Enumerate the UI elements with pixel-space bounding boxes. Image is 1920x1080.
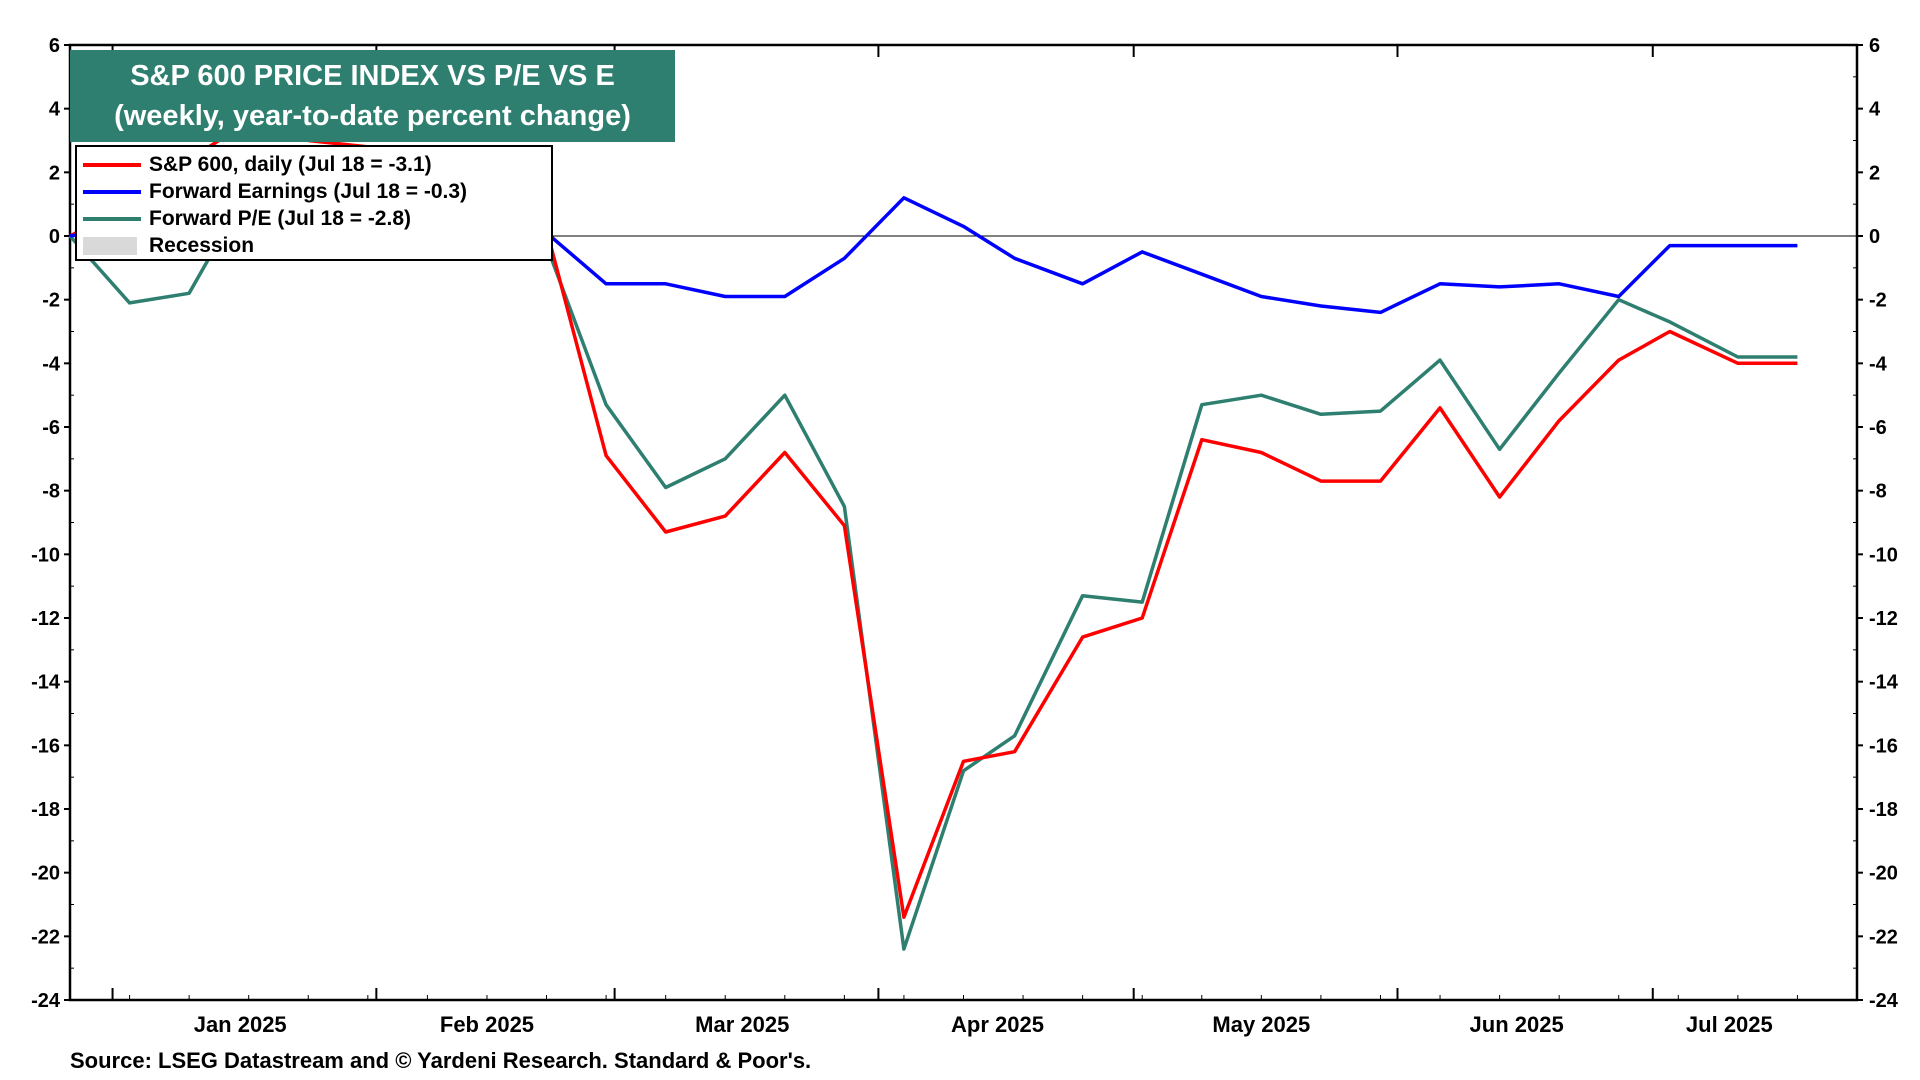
y-tick-label-left: 6: [49, 35, 60, 57]
y-tick-label-left: 0: [49, 226, 60, 248]
x-axis-ticks: Jan 2025 Feb 2025 Mar 2025 Apr 2025 May 2025…: [69, 45, 1858, 1037]
y-tick-label-left: -6: [42, 417, 60, 439]
legend-item-forward-pe: Forward P/E (Jul 18 = -2.8): [83, 205, 545, 232]
x-tick-label: May 2025: [1212, 1012, 1310, 1037]
legend: S&P 600, daily (Jul 18 = -3.1) Forward E…: [75, 145, 553, 261]
source-note: Source: LSEG Datastream and © Yardeni Re…: [70, 1048, 812, 1073]
y-tick-label-right: -24: [1869, 990, 1899, 1012]
chart-title-box: S&P 600 PRICE INDEX VS P/E VS E (weekly,…: [70, 50, 675, 142]
y-tick-label-right: -8: [1869, 481, 1887, 503]
y-tick-label-left: -4: [42, 353, 61, 375]
y-tick-label-left: -10: [31, 544, 60, 566]
legend-label-sp600: S&P 600, daily (Jul 18 = -3.1): [149, 152, 432, 176]
chart-title: S&P 600 PRICE INDEX VS P/E VS E: [130, 60, 615, 92]
y-tick-label-right: -22: [1869, 926, 1898, 948]
y-tick-label-left: -12: [31, 608, 60, 630]
y-tick-label-right: -12: [1869, 608, 1898, 630]
y-tick-label-right: 2: [1869, 162, 1880, 184]
y-tick-label-right: 0: [1869, 226, 1880, 248]
y-tick-label-left: -8: [42, 481, 60, 503]
legend-swatch-forward-pe: [83, 216, 141, 221]
y-tick-label-left: -16: [31, 735, 60, 757]
x-tick-label: Apr 2025: [951, 1012, 1044, 1037]
x-tick-label: Jul 2025: [1686, 1012, 1773, 1037]
chart-subtitle: (weekly, year-to-date percent change): [114, 100, 631, 132]
legend-item-sp600: S&P 600, daily (Jul 18 = -3.1): [83, 151, 545, 178]
legend-label-forward-pe: Forward P/E (Jul 18 = -2.8): [149, 206, 411, 230]
y-tick-label-right: -18: [1869, 799, 1898, 821]
y-tick-label-right: -14: [1869, 672, 1899, 694]
y-tick-label-right: -10: [1869, 544, 1898, 566]
x-tick-label: Jan 2025: [194, 1012, 287, 1037]
x-tick-label: Feb 2025: [440, 1012, 534, 1037]
legend-label-recession: Recession: [149, 233, 255, 257]
y-tick-label-right: -20: [1869, 863, 1898, 885]
y-tick-label-left: -20: [31, 863, 60, 885]
y-tick-label-left: -22: [31, 926, 60, 948]
y-tick-label-left: -24: [31, 990, 61, 1012]
y-tick-label-right: -6: [1869, 417, 1887, 439]
y-tick-label-right: -2: [1869, 290, 1887, 312]
x-tick-label: Jun 2025: [1470, 1012, 1564, 1037]
legend-item-forward-earnings: Forward Earnings (Jul 18 = -0.3): [83, 178, 545, 205]
y-tick-label-right: 4: [1869, 99, 1881, 121]
x-tick-label: Mar 2025: [695, 1012, 789, 1037]
series-line-forward-pe: [68, 176, 1798, 951]
y-tick-label-left: -18: [31, 799, 60, 821]
legend-swatch-sp600: [83, 162, 141, 167]
legend-swatch-recession: [83, 236, 137, 255]
y-tick-label-right: 6: [1869, 35, 1880, 57]
y-tick-label-left: -2: [42, 290, 60, 312]
legend-swatch-forward-earnings: [83, 189, 141, 194]
y-tick-label-left: 4: [49, 99, 61, 121]
y-tick-label-right: -4: [1869, 353, 1888, 375]
y-axis-ticks: 6 6 4 4 2 2 0 0 -2 -2 -4 -4 -6 -6 -8 -8 -10 -10 -12 -12 -14 -…: [31, 35, 1899, 1012]
legend-label-forward-earnings: Forward Earnings (Jul 18 = -0.3): [149, 179, 468, 203]
y-tick-label-left: -14: [31, 672, 61, 694]
y-tick-label-left: 2: [49, 162, 60, 184]
y-tick-label-right: -16: [1869, 735, 1898, 757]
legend-item-recession: Recession: [83, 232, 545, 259]
